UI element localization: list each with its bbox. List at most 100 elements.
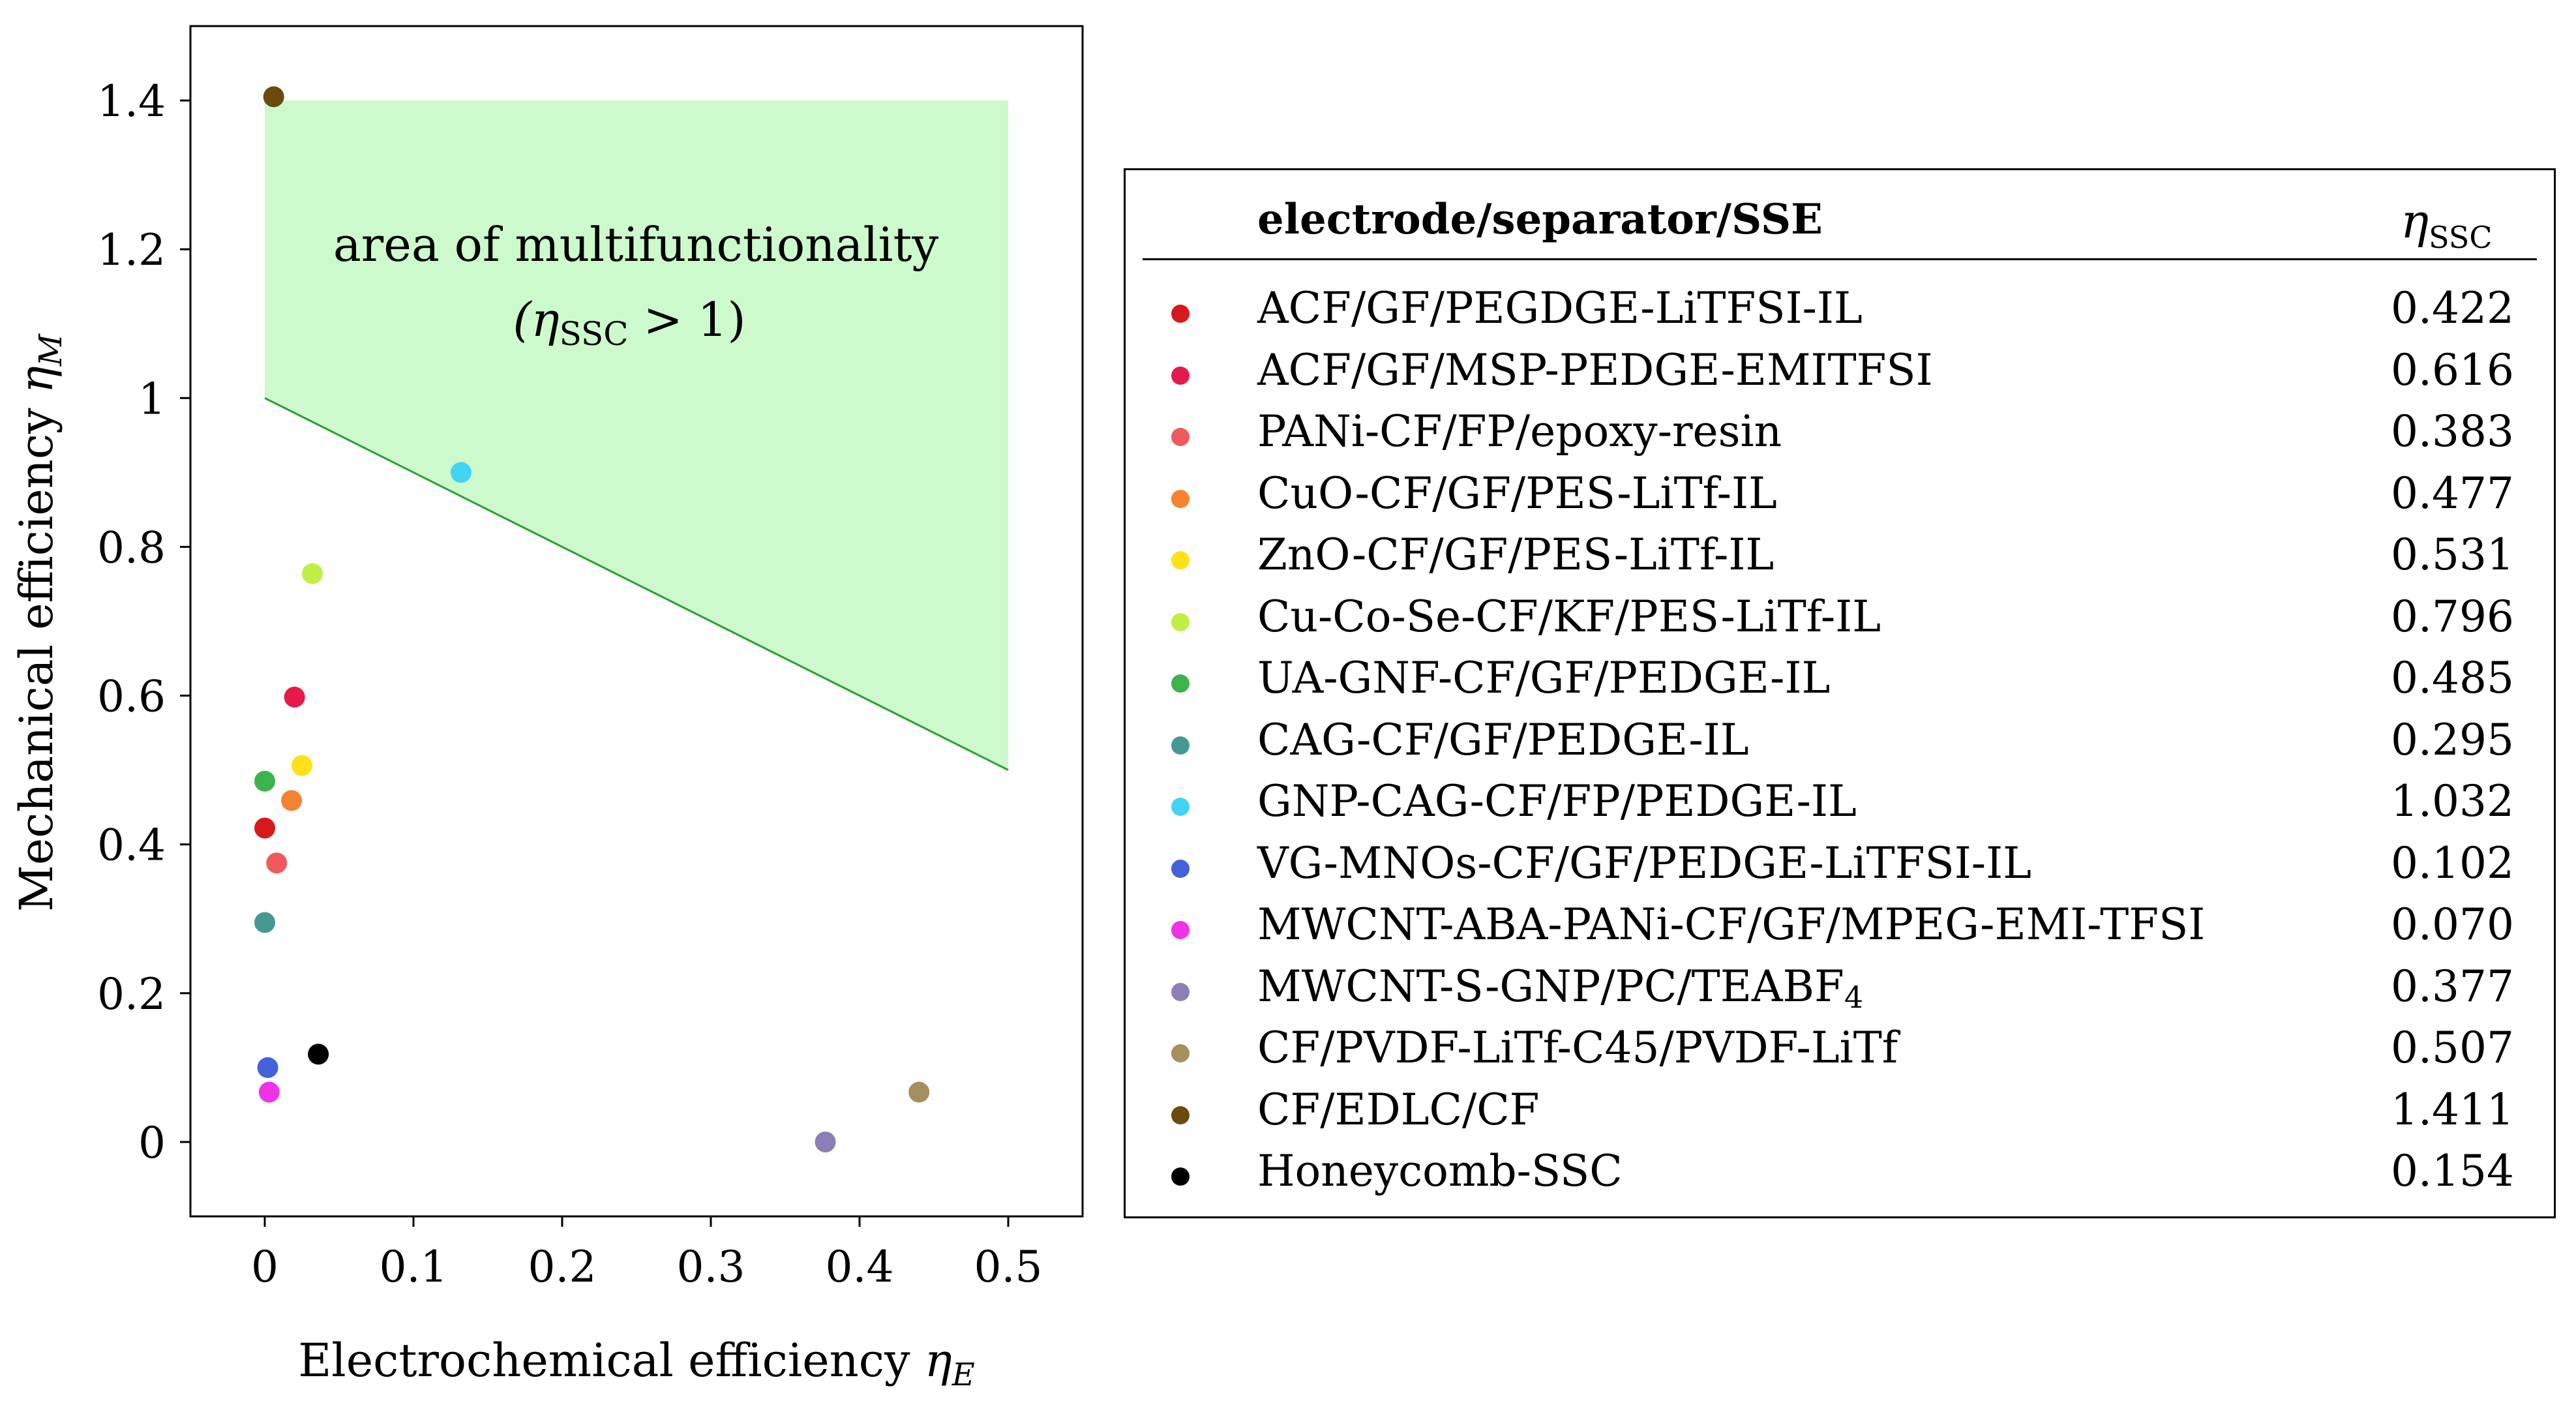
x-tick-label: 0.3 [677,1242,745,1292]
legend-label: ACF/GF/MSP-PEDGE-EMITFSI [1257,344,1933,395]
legend-item: ZnO-CF/GF/PES-LiTf-IL 0.531 [1126,524,2554,586]
data-point [263,86,284,108]
plot-frame [189,25,1084,1218]
legend-eta-value: 0.070 [2391,899,2514,950]
legend-marker [1171,736,1190,755]
legend-label: Cu-Co-Se-CF/KF/PES-LiTf-IL [1257,591,1881,642]
legend-eta-value: 0.154 [2391,1146,2514,1196]
y-tick-label: 0.6 [97,672,166,722]
y-axis-ticks: 0 0.2 0.4 0.6 0.8 1 1.2 1.4 [97,76,190,1168]
legend-eta-value: 0.616 [2391,344,2514,395]
legend-eta-value: 0.507 [2391,1023,2514,1073]
x-tick-label: 0.1 [380,1242,448,1292]
legend-marker [1171,1044,1190,1062]
legend-marker [1171,1167,1190,1186]
legend-item: Honeycomb-SSC 0.154 [1126,1141,2554,1203]
legend-item: CF/PVDF-LiTf-C45/PVDF-LiTf 0.507 [1126,1017,2554,1079]
x-tick-label: 0 [251,1242,278,1292]
data-point [254,912,275,933]
legend-marker [1171,366,1190,385]
y-tick-label: 1.4 [97,76,166,127]
data-point [308,1044,329,1065]
data-point [258,1081,280,1103]
legend-label: CAG-CF/GF/PEDGE-IL [1257,714,1749,765]
legend-item: CuO-CF/GF/PES-LiTf-IL 0.477 [1126,463,2554,525]
y-tick-label: 0.8 [97,522,166,573]
legend-label: MWCNT-S-GNP/PC/TEABF4 [1257,961,1864,1015]
legend-label: CF/PVDF-LiTf-C45/PVDF-LiTf [1257,1023,1898,1073]
legend-item: PANi-CF/FP/epoxy-resin 0.383 [1126,401,2554,463]
legend-header-label: electrode/separator/SSE [1257,195,1823,244]
x-axis-ticks: 0 0.1 0.2 0.3 0.4 0.5 [251,1216,1042,1292]
legend-eta-value: 1.411 [2391,1084,2514,1135]
legend-item: GNP-CAG-CF/FP/PEDGE-IL 1.032 [1126,771,2554,833]
legend-item: UA-GNF-CF/GF/PEDGE-IL 0.485 [1126,648,2554,710]
legend-marker [1171,674,1190,693]
data-point [281,790,303,811]
y-tick-label: 1 [138,374,166,424]
legend-marker [1171,489,1190,508]
legend-label: GNP-CAG-CF/FP/PEDGE-IL [1257,776,1857,826]
y-tick-label: 0.2 [97,969,166,1019]
legend-eta-value: 1.032 [2391,776,2514,826]
legend-eta-value: 0.422 [2391,283,2514,333]
data-point [450,462,472,483]
legend-header-eta: ηSSC [2401,194,2493,255]
legend-marker [1171,921,1190,939]
data-point [254,770,275,792]
legend-item: MWCNT-S-GNP/PC/TEABF4 0.377 [1126,956,2554,1018]
legend-marker [1171,305,1190,323]
y-tick-label: 0.4 [97,820,166,871]
legend-marker [1171,1106,1190,1124]
region-label: area of multifunctionality [333,217,939,272]
legend-marker [1171,798,1190,816]
data-point [257,1057,278,1078]
data-point [815,1131,836,1152]
legend-item: CF/EDLC/CF 1.411 [1126,1079,2554,1141]
region-condition-label: (ηSSC > 1) [513,292,745,353]
legend-eta-value: 0.377 [2391,961,2514,1012]
legend-eta-value: 0.477 [2391,468,2514,519]
y-tick-label: 1.2 [97,225,166,275]
data-points [254,86,930,1152]
legend-label: UA-GNF-CF/GF/PEDGE-IL [1257,653,1831,703]
multifunctionality-region [264,100,1009,771]
legend-label: Honeycomb-SSC [1257,1146,1623,1196]
legend-label: CF/EDLC/CF [1257,1084,1540,1135]
legend-rows: ACF/GF/PEGDGE-LiTFSI-IL 0.422 ACF/GF/MSP-P… [1126,278,2554,1203]
legend-eta-value: 0.485 [2391,653,2514,703]
data-point [284,686,305,708]
legend-marker [1171,428,1190,446]
legend-marker [1171,612,1190,631]
data-point [908,1081,930,1103]
x-axis-label: Electrochemical efficiency ηE [298,1334,975,1393]
legend: electrode/separator/SSE ηSSC ACF/GF/PEGD… [1124,168,2556,1218]
legend-marker [1171,982,1190,1001]
legend-item: Cu-Co-Se-CF/KF/PES-LiTf-IL 0.796 [1126,586,2554,648]
legend-item: ACF/GF/PEGDGE-LiTFSI-IL 0.422 [1126,278,2554,340]
legend-label: CuO-CF/GF/PES-LiTf-IL [1257,468,1777,519]
x-tick-label: 0.4 [826,1242,894,1292]
y-tick-label: 0 [138,1118,166,1168]
legend-marker [1171,551,1190,569]
x-tick-label: 0.2 [528,1242,597,1292]
legend-item: VG-MNOs-CF/GF/PEDGE-LiTFSI-IL 0.102 [1126,833,2554,895]
legend-label: MWCNT-ABA-PANi-CF/GF/MPEG-EMI-TFSI [1257,899,2206,950]
legend-eta-value: 0.102 [2391,837,2514,888]
data-point [266,852,288,874]
legend-marker [1171,859,1190,878]
legend-label: ZnO-CF/GF/PES-LiTf-IL [1257,530,1775,580]
legend-item: ACF/GF/MSP-PEDGE-EMITFSI 0.616 [1126,340,2554,402]
legend-header: electrode/separator/SSE ηSSC [1126,188,2554,260]
x-tick-label: 0.5 [974,1242,1043,1292]
region-fill [265,100,1008,770]
legend-item: MWCNT-ABA-PANi-CF/GF/MPEG-EMI-TFSI 0.070 [1126,894,2554,956]
legend-label: ACF/GF/PEGDGE-LiTFSI-IL [1257,283,1863,333]
region-boundary-line [264,397,1009,771]
legend-divider [1143,258,2537,260]
legend-eta-value: 0.295 [2391,714,2514,765]
legend-label: VG-MNOs-CF/GF/PEDGE-LiTFSI-IL [1257,837,2031,888]
legend-eta-value: 0.796 [2391,591,2514,642]
data-point [301,563,323,584]
